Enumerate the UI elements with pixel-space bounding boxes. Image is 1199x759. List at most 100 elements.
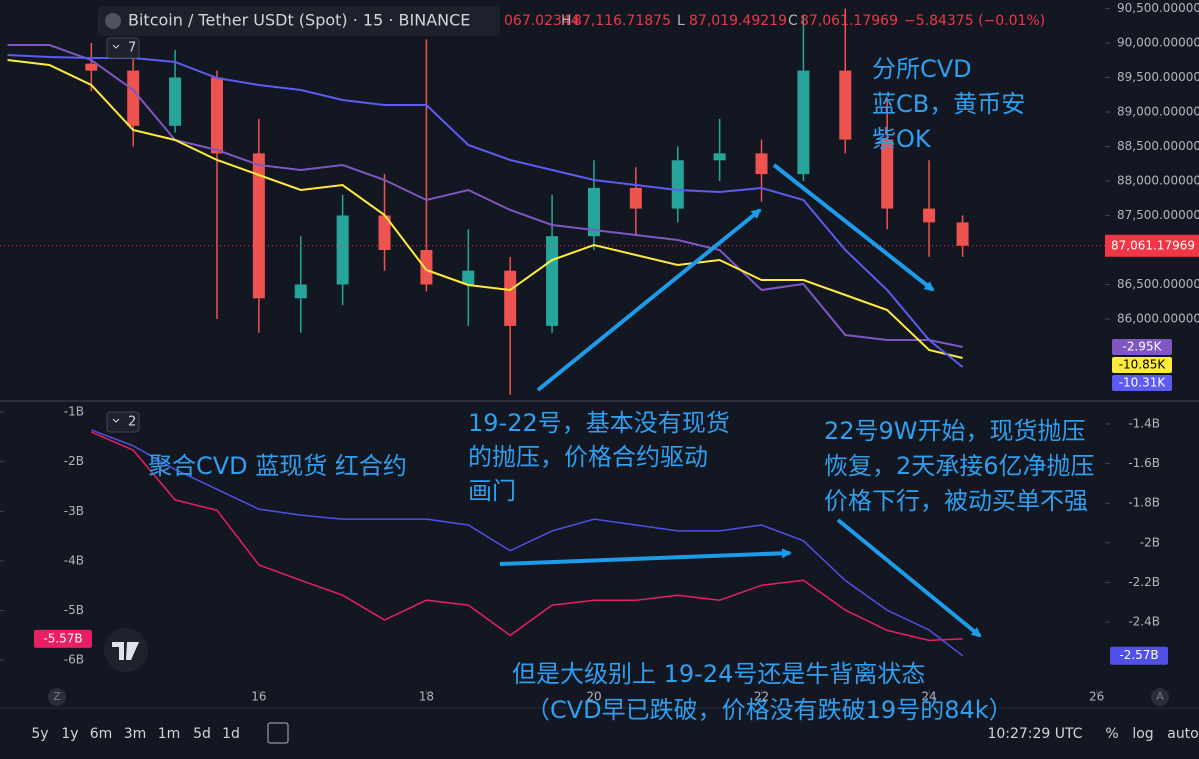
scale-option[interactable]: auto [1167,726,1199,742]
y-tick-label: 87,500.000000 [1117,208,1199,222]
cvd-line [7,54,964,368]
candle-body [713,153,726,161]
annotation-arrow [836,518,982,638]
candle-body [956,222,969,246]
y-tick-label: 86,500.000000 [1117,277,1199,291]
cvd-line [91,429,964,657]
cvd-tag-label: -2.57B [1119,648,1158,662]
zoom-button[interactable] [48,688,66,706]
clock: 10:27:29 UTC [987,726,1082,742]
y2-tick-label: -2B [1140,535,1160,549]
candle-body [755,153,768,175]
annotation-text: 聚合CVD 蓝现货 红合约 [148,452,407,480]
candle-body [378,215,391,250]
auto-button[interactable] [1151,688,1169,706]
ohlc-key: L [677,13,685,29]
ohlc-value: 87,019.49219 [689,13,787,29]
cvd-tag [1112,357,1172,373]
corner-button-label: Z [53,690,61,703]
logo-badge [104,628,148,672]
candle-body [629,187,642,209]
y2-tick-label: -1.8B [1128,496,1160,510]
y-tick-label: -6B [64,653,84,667]
candle-body [923,208,936,223]
candle-body [294,284,307,299]
y-tick-label: -3B [64,504,84,518]
y2-tick-label: -1.6B [1128,456,1160,470]
candle-body [462,270,475,285]
candle-body [504,270,517,326]
range-button[interactable]: 1y [61,726,78,742]
corner-button-label: A [1156,690,1164,703]
legend-toggle[interactable] [106,411,140,433]
ohlc-key: C [788,13,798,29]
ohlc-change: −5.84375 (−0.01%) [904,13,1045,29]
candle-body [671,160,684,209]
cvd-line [7,59,963,359]
y-tick-label: -2B [64,454,84,468]
y-tick-label: -4B [64,553,84,567]
y-tick-label: 86,000.000000 [1117,311,1199,325]
annotation-text: 22号9W开始，现货抛压 [824,417,1086,445]
candle-body [210,77,223,154]
cvd-tag [1112,339,1172,355]
candle-body [420,249,433,285]
indicator-count: 2 [128,415,136,430]
y-tick-label: 88,500.000000 [1117,139,1199,153]
range-button[interactable]: 1m [158,726,181,742]
x-tick-label: 22 [754,690,769,704]
range-button[interactable]: 5y [31,726,48,742]
ohlc-key: H [561,13,572,29]
annotation-text: 的抛压，价格合约驱动 [468,443,708,471]
scale-option[interactable]: % [1105,726,1118,742]
cvd-tag-label: -10.85K [1119,358,1167,372]
candle-body [336,215,349,285]
candle-body [252,153,265,299]
header-box [98,6,500,36]
annotation-text: 紫OK [872,125,932,153]
range-button[interactable]: 1d [222,726,240,742]
annotation-arrow [772,163,935,292]
candle-body [127,70,140,126]
calendar-icon[interactable] [267,722,289,744]
x-tick-label: 26 [1089,690,1104,704]
y2-tick-label: -2.2B [1128,575,1160,589]
range-button[interactable]: 6m [90,726,113,742]
cvd-tag [34,629,92,648]
candle-body [169,77,182,126]
symbol-icon [105,13,121,29]
overlay-layer: Bitcoin / Tether USDt (Spot) · 15 · BINA… [34,6,1199,744]
candle-body [797,70,810,175]
candle-body [546,236,559,326]
annotation-text: 分所CVD [872,55,972,83]
legend-toggle[interactable] [106,37,140,59]
candle-body [839,70,852,140]
chevron-icon [112,44,120,423]
annotation-text: （CVD早已跌破，价格没有跌破19号的84k） [526,696,1013,724]
annotation-text: 价格下行，被动买单不强 [824,487,1088,515]
range-button[interactable]: 3m [124,726,147,742]
indicator-count: 7 [128,41,136,56]
x-tick-label: 16 [251,690,266,704]
cvd-tag [1112,375,1172,391]
ohlc-value: 87,116.71875 [573,13,671,29]
y-tick-label: 89,500.000000 [1117,70,1199,84]
y-tick-label: 89,000.000000 [1117,104,1199,118]
annotation-arrow [536,208,762,392]
annotation-text: 19-22号，基本没有现货 [468,409,730,437]
y2-tick-label: -1.4B [1128,416,1160,430]
annotation-text: 恢复，2天承接6亿净抛压 [824,452,1095,480]
cvd-tag-label: -5.57B [43,631,82,645]
ohlc-value: 87,061.17969 [800,13,898,29]
range-button[interactable]: 5d [193,726,211,742]
candle-body [587,187,600,237]
scale-option[interactable]: log [1132,726,1153,742]
last-price-tag [1105,234,1199,257]
y-tick-label: 90,500.000000 [1117,1,1199,15]
candle-body [881,139,894,209]
last-price-label: 87,061.17969 [1111,238,1195,252]
y2-tick-label: -2.4B [1128,615,1160,629]
logo-mark [112,642,139,660]
